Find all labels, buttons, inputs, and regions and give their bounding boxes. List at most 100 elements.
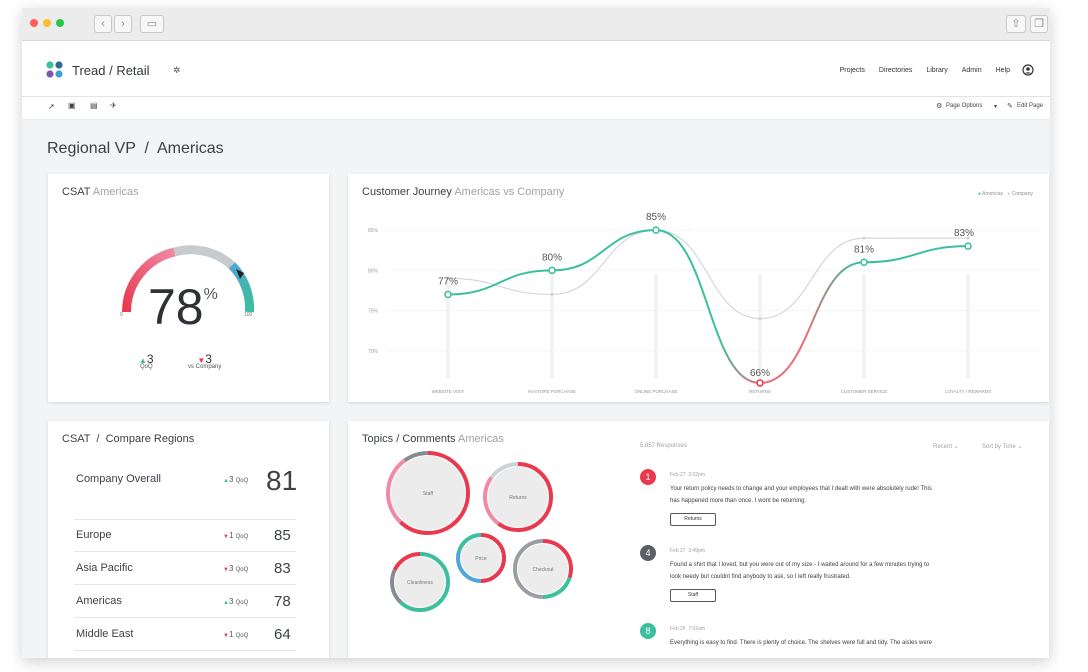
csat-subtitle: Americas xyxy=(92,186,139,198)
user-avatar-icon[interactable] xyxy=(1022,64,1034,76)
topic-bubble[interactable] xyxy=(518,544,568,594)
nav-directories[interactable]: Directories xyxy=(878,67,913,74)
region-delta: ▼1 QoQ xyxy=(223,630,249,639)
csat-title: CSAT xyxy=(62,186,91,198)
edit-page-button[interactable]: Edit Page xyxy=(1017,103,1044,109)
topic-bubble[interactable] xyxy=(395,557,445,607)
row-divider xyxy=(74,551,296,552)
tabs-icon[interactable]: ❐ xyxy=(1030,15,1048,33)
send-icon[interactable]: ✈ xyxy=(110,101,117,110)
close-dot[interactable] xyxy=(30,19,38,27)
nav-help[interactable]: Help xyxy=(995,67,1010,74)
forward-icon[interactable]: › xyxy=(114,15,132,33)
legend-company: Company xyxy=(1011,191,1033,197)
sidebar-toggle-icon[interactable]: ▭ xyxy=(140,15,164,33)
compare-title: CSAT / Compare Regions xyxy=(62,433,195,445)
americas-point[interactable] xyxy=(444,290,452,299)
bubble-ring-segment xyxy=(483,462,553,532)
csat-value-unit: % xyxy=(203,286,218,303)
region-delta: ▼3 QoQ xyxy=(223,564,249,573)
region-name: Europe xyxy=(76,529,112,541)
page-title: Regional VP / Americas xyxy=(47,140,224,157)
comment-tag-button[interactable]: Returns xyxy=(670,513,716,526)
chevron-down-icon[interactable]: ▾ xyxy=(994,104,998,110)
americas-point[interactable] xyxy=(860,258,868,267)
sort-label: Sort by Time xyxy=(982,444,1016,450)
americas-point[interactable] xyxy=(756,379,764,387)
recent-label: Recent xyxy=(933,444,953,450)
point-label: 81% xyxy=(854,244,874,255)
point-label: 77% xyxy=(438,276,458,287)
bubble-ring-segment xyxy=(386,451,470,535)
y-tick-label: 75% xyxy=(368,309,379,315)
region-delta: ▲3 QoQ xyxy=(223,475,249,484)
customer-journey-card: Customer Journey Americas vs Company ● A… xyxy=(348,174,1049,402)
comment-text: Found a shirt that I loved, but you were… xyxy=(670,562,930,580)
column-bar xyxy=(446,274,450,379)
triangle-up-icon: ▲ xyxy=(139,356,147,365)
nav-library[interactable]: Library xyxy=(926,67,948,74)
gauge-pointer-icon xyxy=(236,269,244,279)
share-arrow-icon[interactable]: ➚ xyxy=(48,102,55,111)
nav-admin[interactable]: Admin xyxy=(961,67,982,74)
bubble-ring-segment xyxy=(513,539,573,599)
company-point xyxy=(550,292,554,296)
csat-vs-company: ▼3 vs Company xyxy=(188,352,221,370)
triangle-down-icon: ▼ xyxy=(223,633,229,639)
bubble-ring-segment xyxy=(513,539,573,599)
recent-dropdown[interactable]: Recent ⌄ xyxy=(933,443,959,450)
csat-qoq-label: QoQ xyxy=(139,364,153,370)
region-value: 81 xyxy=(266,465,298,496)
x-tick-label: WEBSITE VISIT xyxy=(432,389,465,394)
row-divider xyxy=(74,519,296,520)
topic-bubble[interactable] xyxy=(391,456,465,530)
topic-bubble[interactable] xyxy=(488,467,548,527)
americas-point[interactable] xyxy=(964,242,972,250)
bubble-label: Staff xyxy=(423,491,434,497)
pencil-icon[interactable]: ✎ xyxy=(1007,103,1013,110)
column-bar xyxy=(654,274,658,379)
triangle-down-icon: ▼ xyxy=(223,567,229,573)
americas-series-line xyxy=(447,229,969,384)
topic-bubble[interactable] xyxy=(461,538,501,578)
region-name: Asia Pacific xyxy=(76,562,133,574)
bubble-label: Price xyxy=(475,556,487,562)
column-bar xyxy=(550,274,554,379)
nav-projects[interactable]: Projects xyxy=(839,67,865,74)
gear-icon[interactable]: ⚙ xyxy=(936,103,943,110)
point-label: 83% xyxy=(954,228,974,239)
bubble-ring-segment xyxy=(456,533,506,583)
back-icon[interactable]: ‹ xyxy=(94,15,112,33)
sort-dropdown[interactable]: Sort by Time ⌄ xyxy=(982,443,1022,450)
comment-number-badge: 1 xyxy=(640,469,656,485)
comment-tag-button[interactable]: Staff xyxy=(670,589,716,602)
csat-vs-label: vs Company xyxy=(188,364,222,370)
triangle-up-icon: ▲ xyxy=(223,600,229,606)
x-tick-label: IN-STORE PURCHASE xyxy=(528,389,576,394)
bubble-label: Checkout xyxy=(532,567,554,573)
x-tick-label: LOYALTY / REWARDS xyxy=(945,389,991,394)
legend-americas-dot: ● xyxy=(978,191,982,197)
page-toolbar: ➚ ▣ ▤ ✈ ⚙ Page Options ▾ ✎ Edit Page xyxy=(22,97,1050,120)
gauge-min-label: 0 xyxy=(120,312,123,318)
app-title[interactable]: Tread / Retail xyxy=(72,63,150,78)
comment-date: Feb 27 3:49pm xyxy=(670,548,706,554)
legend-americas: Americas xyxy=(982,191,1003,197)
comment-date: Feb 27 3:02pm xyxy=(670,472,706,478)
document-icon[interactable]: ▣ xyxy=(68,101,76,110)
share-icon[interactable]: ⇧ xyxy=(1006,15,1026,33)
journey-title: Customer Journey xyxy=(362,186,452,198)
settings-icon[interactable]: ✲ xyxy=(173,65,181,75)
page-options-button[interactable]: Page Options xyxy=(946,103,983,109)
y-tick-label: 80% xyxy=(368,268,379,274)
x-tick-label: CUSTOMER SERVICE xyxy=(841,389,888,394)
minimize-dot[interactable] xyxy=(43,19,51,27)
comment-date: Feb 26 7:02am xyxy=(670,626,706,632)
americas-point[interactable] xyxy=(548,266,556,275)
export-icon[interactable]: ▤ xyxy=(90,101,98,110)
csat-gauge: 0 100 xyxy=(120,245,255,318)
maximize-dot[interactable] xyxy=(56,19,64,27)
row-divider xyxy=(74,584,296,585)
comment-text: Everything is easy to find. There is ple… xyxy=(670,640,933,646)
americas-point[interactable] xyxy=(652,226,660,234)
